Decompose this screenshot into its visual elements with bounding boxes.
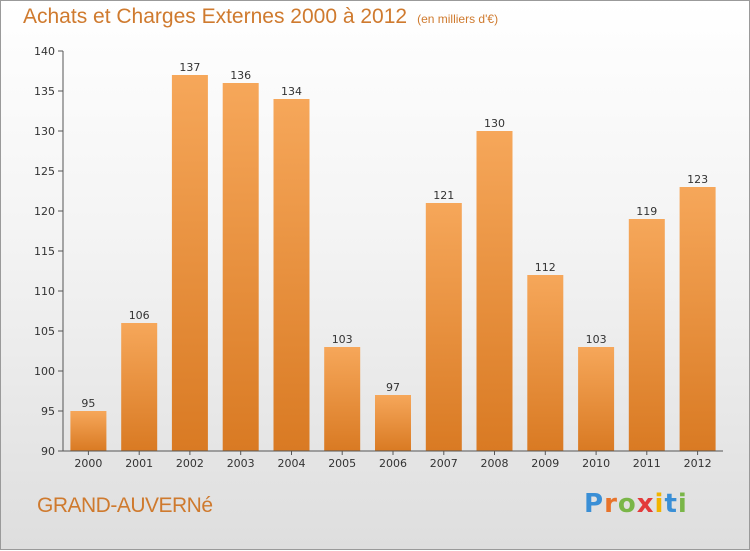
logo-letter: x [636,489,655,519]
data-label-2007: 121 [433,189,454,202]
logo-letter: t [664,489,678,519]
place-name: GRAND-AUVERNé [37,494,213,517]
x-tick-label: 2004 [278,457,306,470]
x-tick-label: 2005 [328,457,356,470]
logo-letter: i [677,489,688,519]
x-tick-label: 2011 [633,457,661,470]
data-label-2001: 106 [129,309,150,322]
y-tick-label: 130 [34,125,55,138]
x-tick-label: 2008 [481,457,509,470]
bar-2004 [273,99,310,451]
data-label-2008: 130 [484,117,505,130]
y-tick-label: 110 [34,285,55,298]
x-tick-label: 2001 [125,457,153,470]
y-tick-label: 125 [34,165,55,178]
data-label-2002: 137 [179,61,200,74]
proxiti-logo[interactable]: Proxiti [584,489,688,519]
y-tick-label: 90 [41,445,55,458]
data-label-2006: 97 [386,381,400,394]
x-tick-label: 2000 [74,457,102,470]
chart-title-text: Achats et Charges Externes 2000 à 2012 [23,5,408,28]
x-tick-label: 2006 [379,457,407,470]
chart-title: Achats et Charges Externes 2000 à 2012 (e… [23,5,498,29]
data-label-2011: 119 [636,205,657,218]
bar-2011 [628,219,665,451]
data-label-2012: 123 [687,173,708,186]
data-label-2003: 136 [230,69,251,82]
data-label-2009: 112 [535,261,556,274]
x-tick-label: 2009 [531,457,559,470]
logo-letter: r [604,489,618,519]
bar-2007 [425,203,462,451]
bar-2002 [171,75,208,451]
logo-letter: P [584,489,605,519]
data-label-2010: 103 [586,333,607,346]
y-tick-label: 95 [41,405,55,418]
bar-2000 [70,411,107,451]
logo-letter: o [617,489,637,519]
y-tick-label: 120 [34,205,55,218]
data-label-2005: 103 [332,333,353,346]
bar-2012 [679,187,716,451]
chart-subtitle: (en milliers d'€) [417,12,499,26]
data-label-2000: 95 [81,397,95,410]
data-label-2004: 134 [281,85,302,98]
x-tick-label: 2003 [227,457,255,470]
bar-2010 [578,347,615,451]
x-tick-label: 2007 [430,457,458,470]
bar-2005 [324,347,361,451]
y-tick-label: 100 [34,365,55,378]
bars-group: 95 106 137 136 134 103 97 121 130 112 103 119 123 [70,61,716,451]
y-tick-label: 115 [34,245,55,258]
x-tick-label: 2002 [176,457,204,470]
logo-letter: i [654,489,665,519]
bar-2008 [476,131,513,451]
axes-group: 2000 2001 2002 2003 2004 2005 2006 2007 2008 2009… [34,45,723,470]
y-tick-label: 140 [34,45,55,58]
bar-2001 [121,323,158,451]
bar-2003 [222,83,259,451]
x-tick-label: 2012 [684,457,712,470]
y-tick-label: 105 [34,325,55,338]
bar-2009 [527,275,564,451]
bar-2006 [375,395,411,451]
y-tick-label: 135 [34,85,55,98]
x-tick-label: 2010 [582,457,610,470]
